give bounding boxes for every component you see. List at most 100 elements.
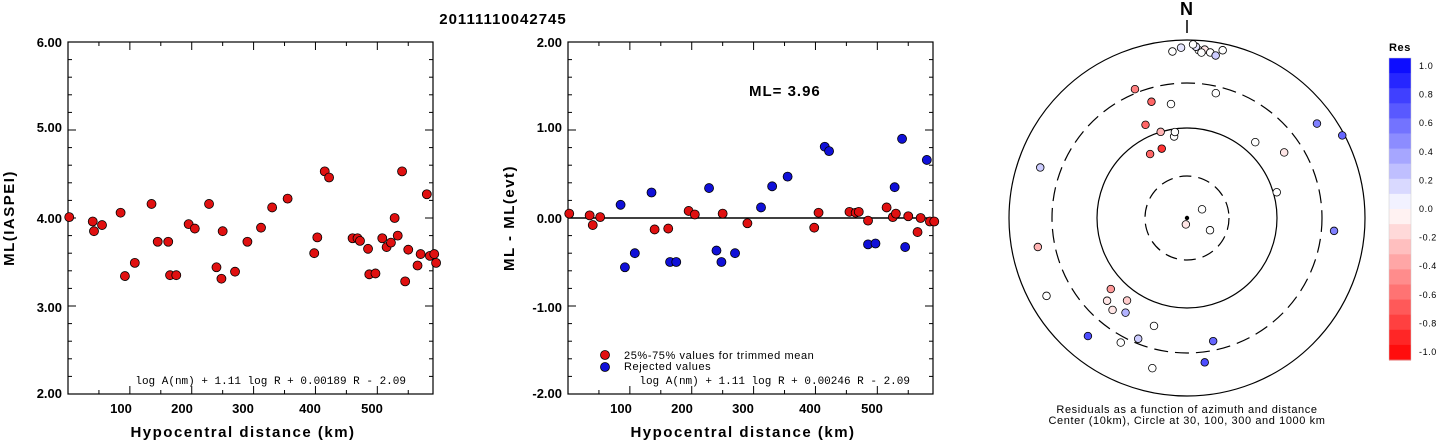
- left-ytick-label: 5.00: [37, 120, 62, 135]
- residual-point: [1102, 296, 1112, 305]
- colorbar-label: 0.8: [1419, 90, 1433, 100]
- accepted-point: [890, 208, 901, 219]
- residual-point: [1197, 48, 1206, 57]
- colorbar-cell: [1389, 73, 1411, 89]
- rejected-point: [704, 183, 714, 193]
- residual-point: [1141, 120, 1150, 129]
- colorbar-cell: [1389, 163, 1411, 180]
- mid-xtick-label: 100: [610, 401, 632, 416]
- data-point: [146, 199, 157, 209]
- rejected-point: [889, 182, 900, 193]
- polar-ring-300km: [1051, 82, 1323, 354]
- accepted-point: [912, 227, 923, 237]
- residual-point: [1147, 97, 1156, 106]
- residual-point: [1170, 127, 1180, 137]
- left-xtick-label: 200: [171, 401, 193, 416]
- colorbar-cell: [1389, 239, 1411, 255]
- accepted-point: [915, 213, 926, 223]
- rejected-point: [897, 133, 907, 144]
- data-point: [97, 220, 107, 230]
- mid-x-axis-title: Hypocentral distance (km): [630, 424, 855, 441]
- data-point: [89, 226, 99, 237]
- residual-point: [1108, 305, 1117, 315]
- residual-point: [1211, 89, 1221, 98]
- data-point: [267, 202, 278, 213]
- polar-ring-1000km: [1008, 39, 1366, 397]
- data-point: [216, 273, 227, 284]
- mid-y-axis-title: ML - ML(evt): [501, 165, 518, 271]
- left-xtick-label: 300: [232, 401, 254, 416]
- colorbar-label: -0.6: [1419, 290, 1437, 300]
- accepted-point: [929, 216, 940, 227]
- accepted-point: [881, 202, 892, 213]
- residual-point: [1218, 46, 1227, 55]
- left-plot-frame: [67, 41, 434, 395]
- colorbar-cell: [1389, 148, 1411, 165]
- accepted-point: [903, 211, 914, 222]
- residual-point: [1116, 338, 1125, 347]
- rejected-point: [615, 199, 626, 210]
- data-point: [189, 223, 200, 234]
- residual-point: [1157, 144, 1166, 153]
- colorbar-label: 1.0: [1419, 61, 1433, 71]
- colorbar-cell: [1389, 284, 1411, 301]
- colorbar-label: 0.0: [1419, 204, 1433, 214]
- middle-chart: 2.00 1.00 0.00 -1.00 -2.00 100 200 300 4…: [501, 35, 940, 441]
- rejected-point: [756, 202, 766, 213]
- data-point: [312, 232, 323, 243]
- rejected-point: [711, 245, 722, 256]
- colorbar-cell: [1389, 133, 1411, 150]
- colorbar: Res 1.0 0.8 0.6 0.4 0.2 0.0 -0.2 -0.4 -0.6 -0.8 -1…: [1388, 42, 1437, 361]
- data-point: [324, 172, 334, 183]
- colorbar-cell: [1389, 299, 1411, 316]
- left-xtick-label: 100: [110, 401, 132, 416]
- left-xtick-label: 400: [299, 401, 321, 416]
- left-xtick-label: 500: [361, 401, 383, 416]
- colorbar-cell: [1389, 344, 1411, 361]
- left-formula: log A(nm) + 1.11 log R + 0.00189 R - 2.0…: [135, 376, 406, 388]
- colorbar-cell: [1389, 118, 1411, 134]
- rejected-point: [900, 242, 911, 252]
- data-point: [431, 257, 441, 268]
- accepted-point: [863, 215, 873, 226]
- residual-point: [1272, 188, 1281, 197]
- legend-rejected-label: Rejected values: [624, 361, 711, 373]
- accepted-point: [813, 207, 824, 218]
- colorbar-cell: [1389, 269, 1411, 285]
- colorbar-label: 0.2: [1419, 175, 1433, 185]
- north-label: N: [1180, 0, 1194, 19]
- colorbar-cell: [1389, 193, 1411, 210]
- data-point: [429, 249, 440, 259]
- accepted-point: [584, 210, 595, 221]
- residual-point: [1036, 163, 1045, 172]
- accepted-point: [853, 206, 864, 217]
- data-point: [242, 236, 253, 247]
- residual-point: [1188, 40, 1198, 49]
- polar-caption-1: Residuals as a function of azimuth and d…: [1056, 404, 1317, 416]
- polar-ring-30km: [1144, 175, 1230, 261]
- mid-xtick-label: 300: [732, 401, 754, 416]
- residual-point: [1130, 84, 1140, 94]
- rejected-point: [629, 248, 640, 259]
- data-point: [403, 244, 414, 255]
- residual-point: [1279, 148, 1289, 157]
- mid-xtick-label: 500: [861, 401, 883, 416]
- residual-point: [1166, 99, 1176, 109]
- residual-point: [1312, 119, 1322, 128]
- legend-accepted-label: 25%-75% values for trimmed mean: [624, 350, 814, 362]
- colorbar-cell: [1389, 88, 1411, 104]
- accepted-point: [649, 224, 660, 235]
- residual-point: [1149, 321, 1159, 331]
- residual-point: [1208, 336, 1218, 346]
- data-point: [389, 213, 400, 223]
- accepted-point: [809, 222, 820, 233]
- colorbar-label: -0.2: [1419, 233, 1437, 243]
- data-point: [230, 266, 240, 277]
- colorbar-title: Res: [1389, 42, 1411, 54]
- colorbar-cell: [1389, 178, 1411, 195]
- residual-point: [1197, 205, 1207, 214]
- rejected-point: [921, 155, 932, 165]
- residual-point: [1083, 331, 1093, 341]
- data-point: [120, 271, 130, 281]
- left-y-axis-title: ML(IASPEI): [1, 170, 18, 266]
